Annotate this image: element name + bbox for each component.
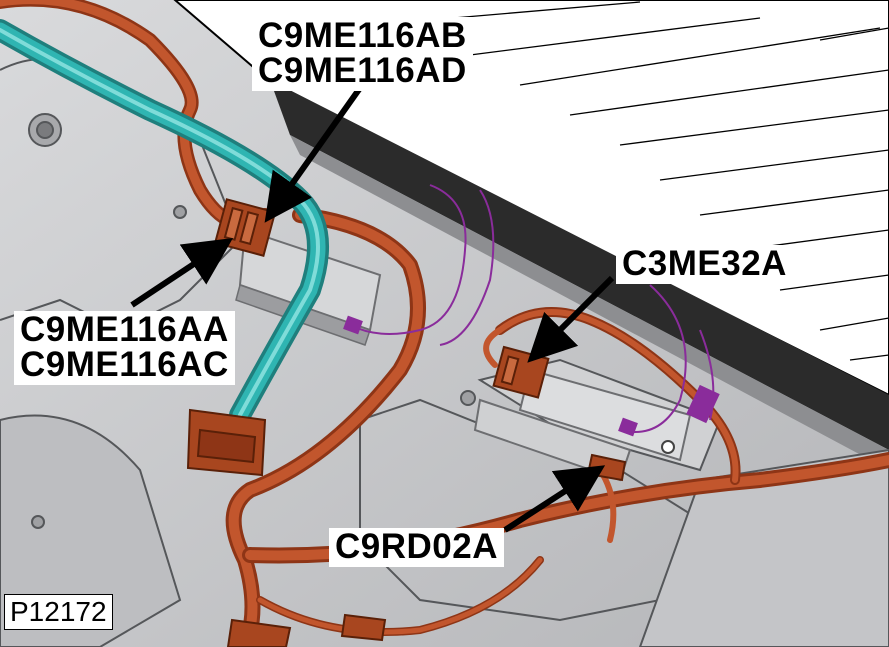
callout-line: C9ME116AA xyxy=(20,310,229,349)
callout-line: C3ME32A xyxy=(622,244,787,283)
seal-band xyxy=(270,80,889,450)
arrow-icon xyxy=(264,86,363,223)
purple-wires xyxy=(349,184,715,433)
callout-c9me116ab-ad: C9ME116AB C9ME116AD xyxy=(252,17,473,91)
callout-c9rd02a: C9RD02A xyxy=(329,528,504,567)
callout-line: C9RD02A xyxy=(335,527,498,566)
arrow-icon xyxy=(130,238,234,308)
connector-large xyxy=(186,408,267,477)
connectors xyxy=(186,198,627,647)
figure-id: P12172 xyxy=(4,594,113,630)
callout-line: C9ME116AB xyxy=(258,16,467,55)
purple-connector-3 xyxy=(686,384,720,424)
connector-bottom xyxy=(226,618,292,647)
ground-ring xyxy=(661,440,675,454)
purple-connector-2 xyxy=(618,417,638,437)
callout-c9me116aa-ac: C9ME116AA C9ME116AC xyxy=(14,311,235,385)
callout-line: C9ME116AD xyxy=(258,51,467,90)
connector-bottom-mid xyxy=(340,613,387,642)
leader-arrows xyxy=(130,86,615,533)
arrow-icon xyxy=(503,465,606,533)
purple-connector-1 xyxy=(343,315,363,335)
callout-c3me32a: C3ME32A xyxy=(616,245,793,284)
callout-line: C9ME116AC xyxy=(20,345,229,384)
arrow-icon xyxy=(527,275,615,363)
